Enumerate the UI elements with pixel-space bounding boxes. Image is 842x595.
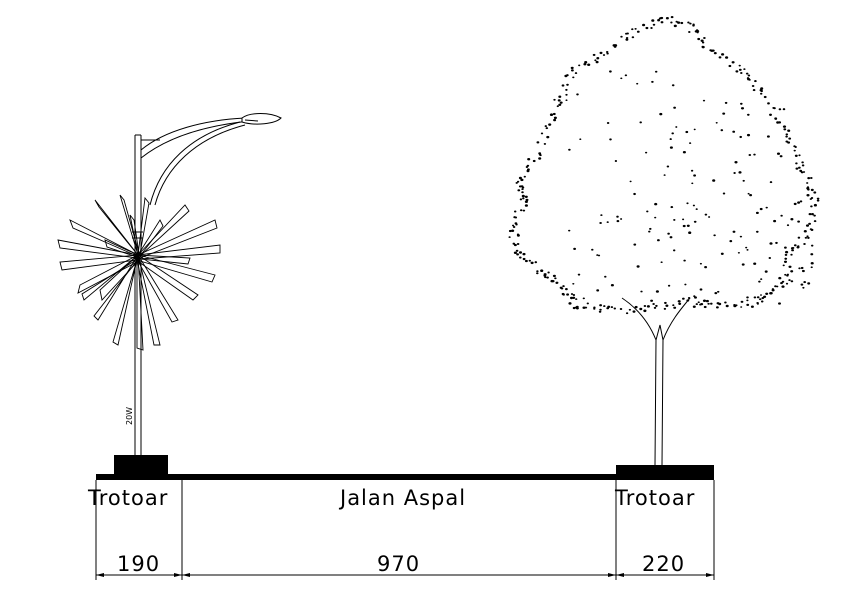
right-sidewalk-curb bbox=[616, 465, 714, 480]
label-left-sidewalk: Trotoar bbox=[87, 486, 168, 510]
dimension-left: 190 bbox=[117, 552, 160, 576]
label-road: Jalan Aspal bbox=[338, 486, 466, 510]
tree-crown bbox=[508, 16, 820, 315]
dimension-middle: 970 bbox=[377, 552, 420, 576]
deciduous-tree-icon bbox=[508, 16, 820, 466]
label-right-sidewalk: Trotoar bbox=[614, 486, 695, 510]
road-section bbox=[96, 455, 714, 480]
svg-text:20W: 20W bbox=[125, 407, 134, 425]
road-surface bbox=[96, 474, 714, 480]
left-sidewalk-curb bbox=[114, 455, 168, 478]
street-lamp-icon: 20W bbox=[125, 113, 282, 455]
dimension-line bbox=[96, 573, 714, 577]
section-boundaries bbox=[95, 478, 715, 580]
dimension-right: 220 bbox=[642, 552, 685, 576]
palm-tree-icon bbox=[57, 194, 221, 351]
